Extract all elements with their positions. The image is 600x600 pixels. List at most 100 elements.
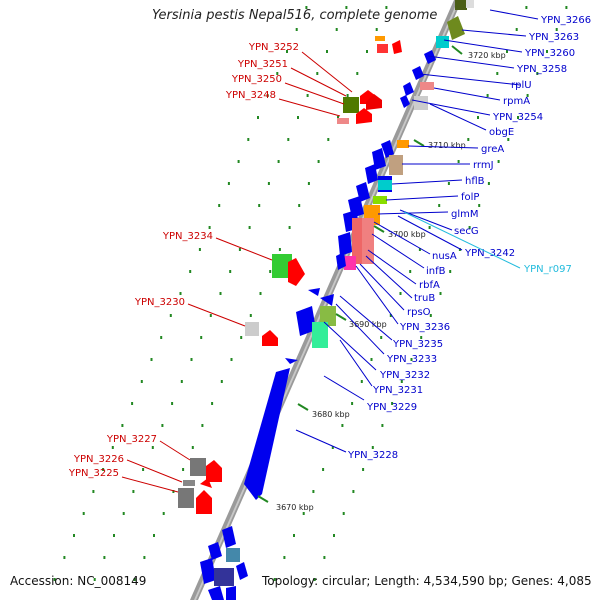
- leader-line: [367, 249, 417, 285]
- tick-dot: [142, 468, 145, 471]
- gene-glyph: [412, 66, 424, 80]
- leader-line: [419, 73, 521, 86]
- gene-label-right[interactable]: YPN_3228: [347, 450, 398, 461]
- gene-label-right[interactable]: YPN_3258: [516, 64, 567, 75]
- gene-glyph: [338, 232, 352, 256]
- scale-tick-mark: [257, 495, 269, 503]
- tick-dot: [302, 512, 305, 515]
- gene-glyph: [312, 322, 328, 348]
- tick-dot: [316, 72, 319, 75]
- gene-glyph: [337, 118, 349, 124]
- leader-line: [126, 459, 183, 483]
- gene-glyph: [226, 586, 236, 600]
- leader-line: [489, 9, 539, 20]
- gene-label-right[interactable]: hflB: [465, 176, 485, 187]
- leader-line: [391, 179, 463, 185]
- tick-dot: [487, 182, 490, 185]
- leader-line: [339, 295, 393, 341]
- gene-label-left[interactable]: YPN_3226: [73, 454, 124, 465]
- gene-label-right[interactable]: YPN_3260: [524, 48, 575, 59]
- leader-line: [295, 429, 347, 453]
- tick-dot: [172, 490, 175, 493]
- tick-dot: [111, 446, 114, 449]
- gene-glyph: [414, 96, 428, 110]
- gene-label-right[interactable]: YPN_3231: [372, 385, 423, 396]
- tick-dot: [428, 226, 431, 229]
- gene-label-right[interactable]: rbfA: [419, 280, 440, 291]
- tick-dot: [429, 314, 432, 317]
- gene-label-left[interactable]: YPN_3252: [248, 42, 299, 53]
- gene-glyph: [344, 256, 356, 270]
- tick-dot: [341, 424, 344, 427]
- gene-glyph: [226, 548, 240, 562]
- scale-tick-mark: [335, 313, 347, 321]
- leader-line: [323, 375, 365, 401]
- gene-label-right[interactable]: obgE: [489, 127, 514, 138]
- gene-label-right[interactable]: glmM: [451, 209, 479, 220]
- tick-dot: [352, 490, 355, 493]
- tick-dot: [370, 358, 373, 361]
- tick-dot: [122, 512, 125, 515]
- left-gene-labels: YPN_3252 YPN_3251 YPN_3250 YPN_3248 YPN_…: [68, 42, 353, 493]
- tick-dot: [457, 160, 460, 163]
- gene-label-left[interactable]: YPN_3227: [106, 434, 157, 445]
- gene-label-right[interactable]: rpmA: [503, 96, 530, 107]
- gene-label-left[interactable]: YPN_3250: [231, 74, 282, 85]
- tick-dot: [371, 446, 374, 449]
- gene-label-right[interactable]: secG: [454, 226, 479, 237]
- gene-glyph: [183, 480, 195, 486]
- leader-line: [461, 29, 527, 37]
- gene-label-right[interactable]: YPN_3232: [379, 370, 430, 381]
- scale-tick-label: 3720 kbp: [468, 51, 506, 60]
- gene-label-rna[interactable]: YPN_r097: [523, 264, 572, 275]
- gene-label-right[interactable]: nusA: [432, 251, 457, 262]
- gene-label-right[interactable]: greA: [481, 144, 504, 155]
- gene-label-right[interactable]: YPN_3266: [540, 15, 591, 26]
- tick-dot: [227, 182, 230, 185]
- gene-label-right[interactable]: YPN_3233: [386, 354, 437, 365]
- tick-dot: [287, 138, 290, 141]
- tick-dot: [151, 446, 154, 449]
- gene-glyph: [288, 258, 305, 286]
- tick-dot: [307, 182, 310, 185]
- tick-dot: [269, 270, 272, 273]
- gene-label-left[interactable]: YPN_3251: [237, 59, 288, 70]
- gene-label-right[interactable]: YPN_3235: [392, 339, 443, 350]
- gene-glyph: [222, 526, 236, 548]
- gene-glyph: [381, 140, 394, 158]
- gene-glyph: [424, 50, 436, 64]
- tick-dot: [380, 336, 383, 339]
- tick-dot: [526, 94, 529, 97]
- tick-dot: [381, 424, 384, 427]
- gene-label-right[interactable]: folP: [461, 192, 479, 203]
- gene-label-right[interactable]: truB: [414, 293, 435, 304]
- gene-glyph: [420, 82, 434, 90]
- gene-label-right[interactable]: infB: [426, 266, 446, 277]
- tick-dot: [331, 446, 334, 449]
- leader-line: [284, 82, 345, 105]
- gene-label-right[interactable]: rpsO: [407, 307, 431, 318]
- gene-label-right[interactable]: YPN_3254: [492, 112, 543, 123]
- tick-dot: [346, 94, 349, 97]
- gene-label-left[interactable]: YPN_3234: [162, 231, 213, 242]
- gene-label-right[interactable]: rplU: [511, 80, 532, 91]
- right-gene-labels: YPN_3266 YPN_3263 YPN_3260 YPN_3258 rplU…: [295, 9, 591, 461]
- tick-dot: [327, 138, 330, 141]
- tick-dot: [410, 358, 413, 361]
- gene-glyph: [389, 155, 403, 175]
- gene-label-left[interactable]: YPN_3230: [134, 297, 185, 308]
- gene-label-right[interactable]: YPN_3236: [399, 322, 450, 333]
- leader-line: [397, 215, 463, 251]
- gene-glyph: [447, 16, 465, 40]
- leader-line: [301, 51, 353, 93]
- gene-label-right[interactable]: YPN_3263: [528, 32, 579, 43]
- tick-dot: [131, 402, 134, 405]
- tick-dot: [356, 72, 359, 75]
- tick-dot: [515, 28, 518, 31]
- tick-dot: [229, 270, 232, 273]
- tick-dot: [342, 512, 345, 515]
- gene-label-right[interactable]: rrmJ: [473, 160, 494, 171]
- gene-label-right[interactable]: YPN_3229: [366, 402, 417, 413]
- gene-label-left[interactable]: YPN_3225: [68, 468, 119, 479]
- gene-label-left[interactable]: YPN_3248: [225, 90, 276, 101]
